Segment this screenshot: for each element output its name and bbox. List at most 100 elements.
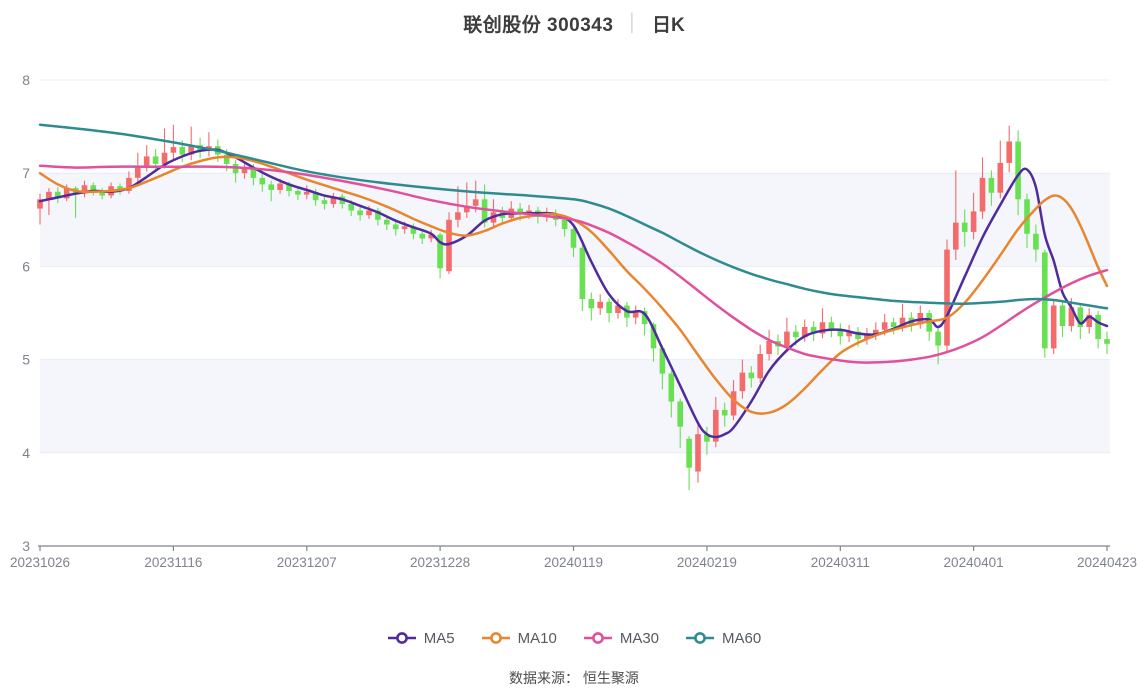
candle <box>810 321 817 341</box>
candle <box>597 294 603 315</box>
candle <box>437 232 443 279</box>
x-axis-label: 20240219 <box>677 555 737 570</box>
candle <box>837 323 844 345</box>
x-axis-label: 20240423 <box>1077 555 1137 570</box>
legend-item-ma30[interactable]: MA30 <box>583 630 659 647</box>
ma-lines-layer <box>38 123 1109 439</box>
candle <box>570 225 577 258</box>
candle <box>686 436 692 491</box>
ma30-legend-marker-icon <box>583 632 612 644</box>
candle <box>677 398 683 449</box>
candle <box>1059 301 1066 338</box>
candle <box>624 301 630 327</box>
candle <box>846 325 852 342</box>
candle <box>961 209 968 247</box>
candle <box>953 170 959 260</box>
candle <box>46 188 52 216</box>
legend-item-ma5[interactable]: MA5 <box>387 630 455 647</box>
data-source-row: 数据来源： 恒生聚源 <box>0 668 1148 688</box>
candle <box>1086 308 1092 334</box>
candle <box>357 206 363 221</box>
candle <box>757 344 763 383</box>
candle <box>828 316 835 338</box>
candle <box>259 173 266 192</box>
candle <box>375 207 381 226</box>
x-axis-label: 20231207 <box>277 555 337 570</box>
x-axis-label: 20240311 <box>811 555 870 570</box>
candle <box>206 132 212 157</box>
candle <box>321 196 328 210</box>
y-axis-label: 3 <box>22 538 30 554</box>
x-axis-label: 20231026 <box>10 555 70 570</box>
legend-label: MA10 <box>517 629 557 647</box>
candle <box>873 322 879 340</box>
candle <box>419 229 426 244</box>
legend-item-ma60[interactable]: MA60 <box>685 630 761 647</box>
candle <box>1033 224 1039 262</box>
chart-title: 联创股份 300343 │ 日K <box>0 8 1148 38</box>
candle <box>268 180 274 202</box>
candle <box>641 307 648 336</box>
legend-label: MA5 <box>423 629 455 647</box>
candle <box>392 220 399 236</box>
x-axis-label: 20240401 <box>944 555 1004 570</box>
ma30-line <box>38 164 1109 364</box>
candle <box>81 180 88 198</box>
candle <box>126 171 132 194</box>
candle <box>295 187 301 201</box>
candle <box>1015 130 1021 216</box>
candle <box>1077 303 1084 340</box>
stock-title: 联创股份 300343 <box>463 14 614 36</box>
candle <box>890 317 897 335</box>
candle <box>384 216 390 231</box>
candle <box>926 310 932 341</box>
legend-label: MA30 <box>619 629 660 647</box>
candle <box>632 305 639 325</box>
ma5-legend-marker-icon <box>387 632 416 644</box>
candle <box>303 185 310 200</box>
candle <box>579 244 586 312</box>
data-source-label: 数据来源： 恒生聚源 <box>509 670 639 686</box>
candle <box>1104 331 1110 354</box>
x-axis-label: 20231228 <box>410 555 470 570</box>
ma10-line <box>38 155 1109 415</box>
candle <box>659 345 666 390</box>
candle <box>748 366 755 388</box>
candle <box>917 305 924 329</box>
y-axis-label: 4 <box>22 445 30 461</box>
candle <box>784 317 790 352</box>
candle <box>979 157 986 219</box>
candle <box>1050 299 1057 354</box>
candle <box>455 186 461 228</box>
title-separator: │ <box>627 13 639 32</box>
candle <box>1042 249 1048 358</box>
candle <box>330 192 337 208</box>
candle <box>935 327 941 365</box>
candle <box>161 128 168 169</box>
ma60-line <box>38 123 1109 310</box>
candle <box>37 193 43 225</box>
legend-item-ma10[interactable]: MA10 <box>481 630 557 647</box>
split-band <box>40 359 1110 453</box>
candle <box>944 239 950 352</box>
y-axis-label: 5 <box>22 352 30 368</box>
candle <box>739 359 746 399</box>
y-axis-label: 6 <box>22 258 30 274</box>
candle <box>766 329 772 361</box>
candle <box>464 182 470 218</box>
candle <box>588 292 595 321</box>
kline-period-label: 日K <box>652 14 685 36</box>
candle <box>819 308 826 339</box>
candle <box>713 396 719 448</box>
candle <box>615 299 621 319</box>
ma5-line <box>38 148 1109 439</box>
candle <box>188 126 194 161</box>
candle <box>606 298 612 323</box>
ma60-legend-marker-icon <box>686 632 715 644</box>
candle <box>55 187 61 203</box>
candle <box>721 402 728 427</box>
x-axis-label: 20240119 <box>544 555 603 570</box>
ma10-legend-marker-icon <box>481 632 510 644</box>
